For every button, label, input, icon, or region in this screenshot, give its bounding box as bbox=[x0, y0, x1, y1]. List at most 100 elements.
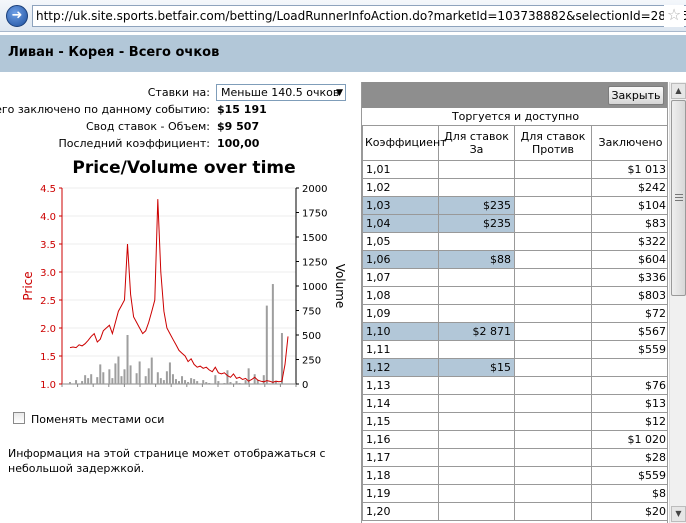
scroll-thumb[interactable] bbox=[671, 100, 686, 296]
volume-bar bbox=[205, 382, 208, 384]
table-row[interactable]: 1,12 $15 bbox=[362, 357, 667, 377]
volume-bar bbox=[84, 375, 87, 384]
back-cell[interactable] bbox=[438, 303, 515, 323]
lay-cell[interactable] bbox=[514, 483, 592, 503]
lay-cell[interactable] bbox=[514, 357, 592, 377]
volume-bar bbox=[262, 375, 265, 384]
back-cell[interactable]: $15 bbox=[438, 357, 515, 377]
volume-bar bbox=[223, 383, 226, 384]
back-cell[interactable]: $2 871 bbox=[438, 321, 515, 341]
scroll-up-icon[interactable]: ▲ bbox=[671, 83, 686, 99]
lay-cell[interactable] bbox=[514, 321, 592, 341]
table-row[interactable]: 1,13 $76 bbox=[362, 375, 667, 395]
table-row[interactable]: 1,09 $72 bbox=[362, 303, 667, 323]
back-cell[interactable] bbox=[438, 483, 515, 503]
volume-bar bbox=[87, 378, 90, 384]
table-row[interactable]: 1,20 $20 bbox=[362, 501, 667, 521]
back-cell[interactable] bbox=[438, 231, 515, 251]
table-row[interactable]: 1,02 $242 bbox=[362, 177, 667, 197]
table-row[interactable]: 1,07 $336 bbox=[362, 267, 667, 287]
back-cell[interactable]: $88 bbox=[438, 249, 515, 269]
volume-bar bbox=[184, 380, 187, 384]
volume-bar bbox=[75, 380, 78, 384]
lay-cell[interactable] bbox=[514, 393, 592, 413]
back-cell[interactable] bbox=[438, 447, 515, 467]
vertical-scrollbar[interactable]: ▲ ▼ bbox=[669, 82, 686, 523]
close-button[interactable]: Закрыть bbox=[608, 86, 664, 105]
table-row[interactable]: 1,01 $1 013 bbox=[362, 159, 667, 179]
table-row[interactable]: 1,15 $12 bbox=[362, 411, 667, 431]
table-row[interactable]: 1,11 $559 bbox=[362, 339, 667, 359]
table-header-row: Коэффициент Для ставок За Для ставок Про… bbox=[362, 126, 667, 161]
table-row[interactable]: 1,03 $235 $104 bbox=[362, 195, 667, 215]
back-cell[interactable] bbox=[438, 375, 515, 395]
lay-cell[interactable] bbox=[514, 303, 592, 323]
price-volume-chart: 4.5 4.0 3.5 3.0 2.5 2.0 1.5 1.0 2000 1750 1500 1250… bbox=[21, 184, 347, 391]
swap-axes-checkbox[interactable] bbox=[13, 412, 25, 424]
column-header-matched: Заключено bbox=[591, 126, 667, 161]
back-cell[interactable] bbox=[438, 411, 515, 431]
matched-cell: $83 bbox=[591, 213, 667, 233]
matched-cell: $559 bbox=[591, 339, 667, 359]
odds-cell: 1,19 bbox=[362, 483, 439, 503]
back-cell[interactable] bbox=[438, 501, 515, 521]
table-row[interactable]: 1,06 $88 $604 bbox=[362, 249, 667, 269]
matched-cell: $8 bbox=[591, 483, 667, 503]
back-cell[interactable]: $235 bbox=[438, 213, 515, 233]
back-cell[interactable] bbox=[438, 159, 515, 179]
bookmark-star-icon[interactable]: ☆ bbox=[664, 5, 684, 27]
table-row[interactable]: 1,05 $322 bbox=[362, 231, 667, 251]
table-row[interactable]: 1,08 $803 bbox=[362, 285, 667, 305]
volume-bar bbox=[120, 376, 123, 384]
odds-cell: 1,11 bbox=[362, 339, 439, 359]
volume-bar bbox=[108, 369, 111, 384]
lay-cell[interactable] bbox=[514, 465, 592, 485]
lay-cell[interactable] bbox=[514, 375, 592, 395]
table-row[interactable]: 1,04 $235 $83 bbox=[362, 213, 667, 233]
volume-tick-label: 1000 bbox=[302, 282, 327, 293]
lay-cell[interactable] bbox=[514, 501, 592, 521]
odds-cell: 1,03 bbox=[362, 195, 439, 215]
back-cell[interactable] bbox=[438, 285, 515, 305]
bets-select[interactable]: Меньше 140.5 очков ▼ bbox=[216, 84, 346, 101]
volume-bar bbox=[168, 362, 171, 384]
back-cell[interactable] bbox=[438, 177, 515, 197]
table-row[interactable]: 1,19 $8 bbox=[362, 483, 667, 503]
table-row[interactable]: 1,18 $559 bbox=[362, 465, 667, 485]
price-tick-label: 4.5 bbox=[40, 184, 56, 195]
back-cell[interactable] bbox=[438, 393, 515, 413]
scroll-down-icon[interactable]: ▼ bbox=[671, 506, 686, 522]
lay-cell[interactable] bbox=[514, 285, 592, 305]
lay-cell[interactable] bbox=[514, 213, 592, 233]
lay-cell[interactable] bbox=[514, 339, 592, 359]
volume-bar bbox=[138, 361, 141, 384]
table-row[interactable]: 1,14 $13 bbox=[362, 393, 667, 413]
odds-cell: 1,17 bbox=[362, 447, 439, 467]
table-row[interactable]: 1,17 $28 bbox=[362, 447, 667, 467]
back-cell[interactable] bbox=[438, 429, 515, 449]
back-arrow-icon[interactable]: ➜ bbox=[6, 5, 28, 27]
back-cell[interactable]: $235 bbox=[438, 195, 515, 215]
back-cell[interactable] bbox=[438, 339, 515, 359]
volume-bar bbox=[102, 372, 105, 384]
volume-bar bbox=[123, 369, 126, 384]
lay-cell[interactable] bbox=[514, 447, 592, 467]
matched-cell: $1 013 bbox=[591, 159, 667, 179]
table-row[interactable]: 1,10 $2 871 $567 bbox=[362, 321, 667, 341]
swap-axes-label: Поменять местами оси bbox=[31, 413, 165, 426]
lay-cell[interactable] bbox=[514, 195, 592, 215]
lay-cell[interactable] bbox=[514, 267, 592, 287]
lay-cell[interactable] bbox=[514, 249, 592, 269]
lay-cell[interactable] bbox=[514, 411, 592, 431]
lay-cell[interactable] bbox=[514, 231, 592, 251]
back-cell[interactable] bbox=[438, 465, 515, 485]
table-row[interactable]: 1,16 $1 020 bbox=[362, 429, 667, 449]
lay-cell[interactable] bbox=[514, 429, 592, 449]
last-row: Последний коэффициент: bbox=[0, 136, 210, 152]
lay-cell[interactable] bbox=[514, 159, 592, 179]
back-cell[interactable] bbox=[438, 267, 515, 287]
url-input[interactable]: http://uk.site.sports.betfair.com/bettin… bbox=[32, 5, 686, 27]
volume-bar bbox=[247, 368, 250, 384]
lay-cell[interactable] bbox=[514, 177, 592, 197]
volume-bar bbox=[226, 370, 229, 384]
